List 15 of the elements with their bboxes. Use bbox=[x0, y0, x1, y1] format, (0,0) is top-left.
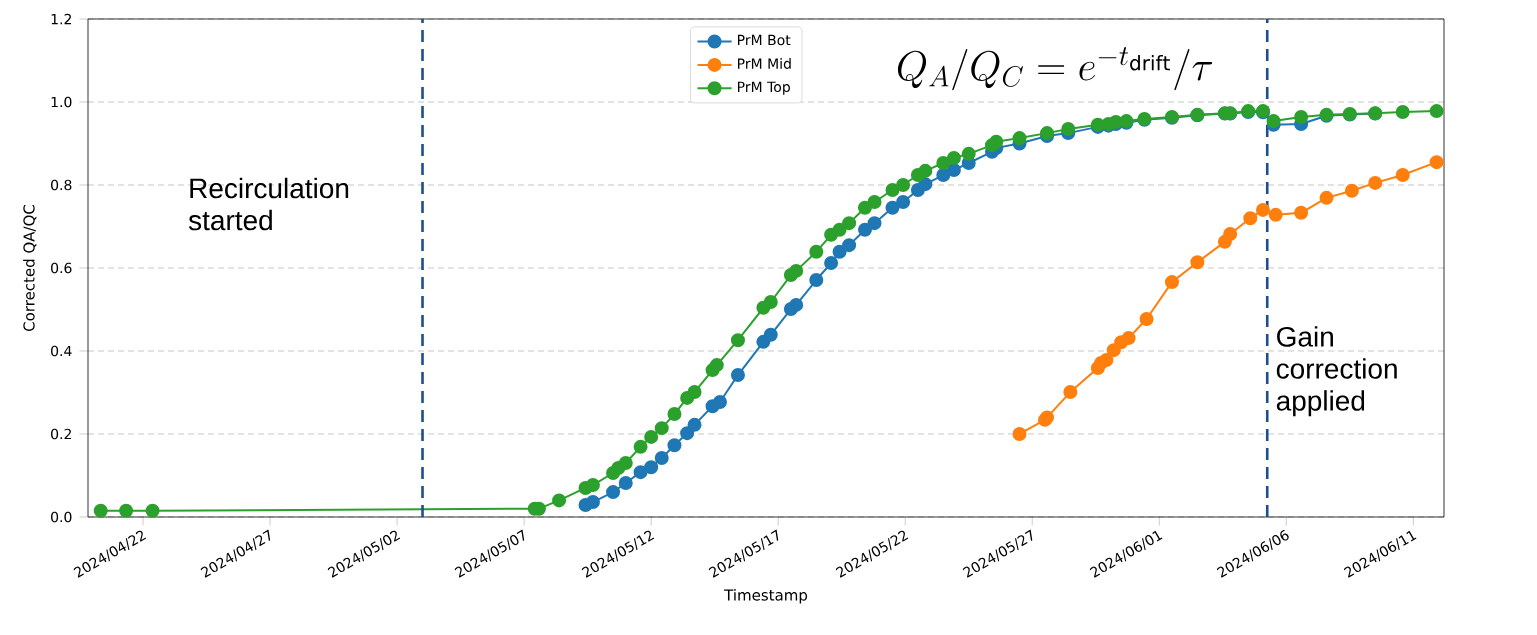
x-axis-title: Timestamp bbox=[724, 589, 808, 604]
ref-line-label: Gain correction applied bbox=[1276, 326, 1397, 417]
legend-label: PrM Mid bbox=[738, 58, 791, 69]
y-axis-title: Corrected QA/QC bbox=[23, 204, 37, 331]
ref-line-label: Recirculation started bbox=[188, 177, 349, 231]
annotation: $Q_A/Q_C = e^{-t_{\mathrm{drift}}}/\tau$ bbox=[897, 46, 1213, 91]
y-tick-label: 1.0 bbox=[51, 96, 72, 108]
y-tick-label: 0.2 bbox=[51, 428, 71, 440]
y-tick-label: 0.4 bbox=[51, 345, 72, 357]
y-tick-label: 0.8 bbox=[51, 179, 72, 191]
y-tick-label: 0.0 bbox=[51, 511, 72, 523]
y-tick-label: 0.6 bbox=[51, 262, 72, 274]
legend-label: PrM Bot bbox=[738, 34, 791, 46]
legend-label: PrM Top bbox=[738, 81, 790, 95]
y-tick-label: 1.2 bbox=[51, 13, 71, 25]
